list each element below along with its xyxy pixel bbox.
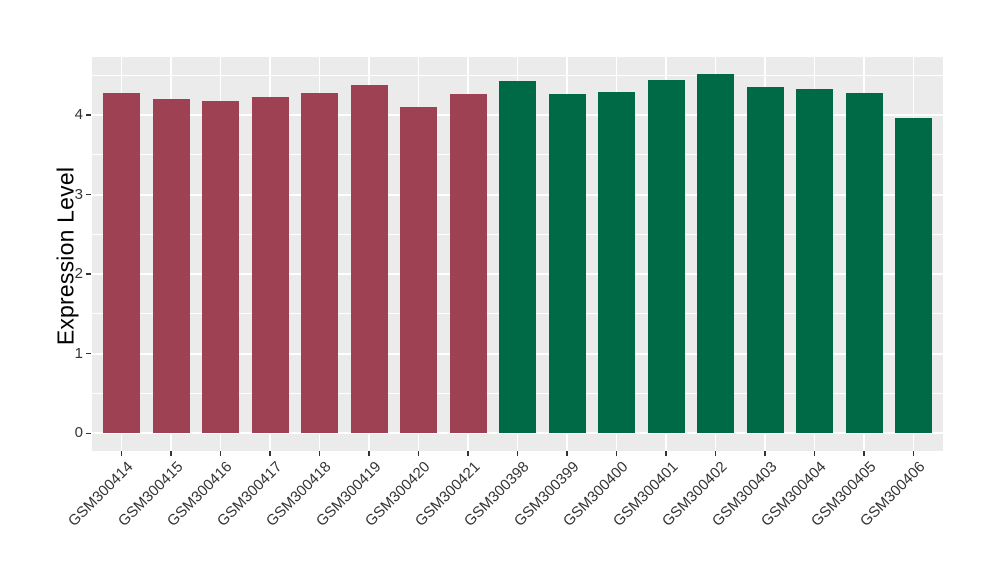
bar-GSM300402 [697, 74, 735, 434]
x-tick-mark [417, 451, 420, 456]
bar-GSM300418 [301, 92, 339, 434]
x-tick-mark [714, 451, 717, 456]
x-tick-mark [912, 451, 915, 456]
bar-GSM300400 [598, 91, 636, 434]
bar-GSM300420 [400, 106, 438, 434]
bar-GSM300403 [746, 87, 784, 434]
x-tick-mark [615, 451, 618, 456]
y-tick-label-4: 4 [74, 105, 83, 123]
x-tick-mark [863, 451, 865, 456]
bar-GSM300406 [895, 118, 933, 434]
y-tick-mark [86, 352, 91, 355]
y-tick-label-1: 1 [74, 344, 83, 362]
x-tick-mark [269, 451, 271, 456]
bar-GSM300421 [449, 94, 487, 434]
x-tick-mark [170, 451, 172, 456]
x-tick-mark [219, 451, 222, 456]
plot-panel [92, 57, 943, 451]
y-tick-mark [86, 432, 91, 435]
bar-GSM300419 [350, 84, 388, 434]
bar-GSM300405 [845, 92, 883, 434]
x-tick-mark [120, 451, 123, 456]
x-tick-mark [665, 451, 667, 456]
bar-GSM300415 [152, 98, 190, 434]
y-tick-mark [86, 114, 91, 116]
y-tick-label-3: 3 [74, 185, 83, 203]
x-tick-mark [566, 451, 568, 456]
y-tick-label-0: 0 [74, 424, 83, 442]
x-tick-mark [467, 451, 469, 456]
x-tick-mark [813, 451, 816, 456]
bar-GSM300399 [548, 94, 586, 434]
bar-GSM300404 [796, 88, 834, 434]
y-tick-mark [86, 193, 91, 196]
y-tick-mark [86, 273, 91, 275]
bar-GSM300417 [251, 97, 289, 434]
bar-GSM300414 [103, 92, 141, 434]
x-tick-mark [764, 451, 766, 456]
x-tick-mark [368, 451, 370, 456]
bar-GSM300401 [647, 79, 685, 434]
bar-GSM300398 [499, 81, 537, 434]
y-tick-label-2: 2 [74, 265, 83, 283]
bar-GSM300416 [202, 101, 240, 434]
x-tick-mark [318, 451, 321, 456]
x-tick-mark [516, 451, 519, 456]
